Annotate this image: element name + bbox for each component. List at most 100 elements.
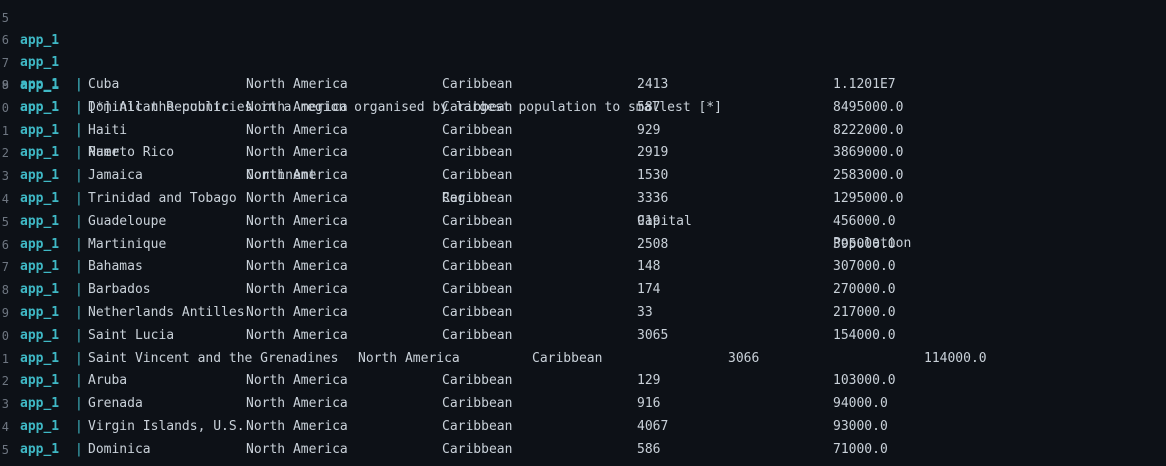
cell-name: Cuba bbox=[88, 77, 120, 92]
cell-capital: 148 bbox=[637, 259, 661, 275]
cell-region: Caribbean bbox=[442, 191, 513, 206]
line-number: 6 bbox=[1, 237, 9, 252]
cell-name: Dominica bbox=[88, 441, 151, 457]
table-row: 3 app_1 | Jamaica North America Caribbean 1530… bbox=[0, 165, 1166, 188]
cell-population: 103000.0 bbox=[833, 373, 896, 389]
service-label: app_1 bbox=[20, 396, 60, 412]
cell-capital: 916 bbox=[637, 396, 661, 412]
separator: | bbox=[75, 99, 83, 115]
service-label: app_1 bbox=[20, 77, 60, 92]
line-number: 6 bbox=[1, 32, 9, 47]
line-number: 3 bbox=[1, 397, 9, 412]
cell-continent: North America bbox=[246, 282, 348, 298]
cell-population: 217000.0 bbox=[833, 305, 896, 320]
line-number: 8 bbox=[1, 283, 9, 298]
header-message: [*] All the countries in a region organi… bbox=[88, 100, 722, 116]
service-label: app_1 bbox=[20, 259, 60, 275]
service-label: app_1 bbox=[20, 373, 60, 389]
cell-continent: North America bbox=[246, 327, 348, 343]
cell-capital: 1530 bbox=[637, 168, 669, 184]
cell-capital: 4067 bbox=[637, 419, 669, 434]
separator: | bbox=[75, 122, 83, 138]
table-row: 1 app_1 | Haiti North America Caribbean 929 822… bbox=[0, 120, 1166, 143]
line-number: 2 bbox=[1, 146, 9, 161]
cell-population: 8495000.0 bbox=[833, 99, 904, 115]
service-label: app_1 bbox=[20, 305, 60, 320]
service-label: app_1 bbox=[20, 77, 60, 93]
cell-name: Saint Lucia bbox=[88, 327, 175, 343]
cell-capital: 929 bbox=[637, 122, 661, 138]
cell-region: Caribbean bbox=[442, 441, 513, 457]
line-number: 5 bbox=[1, 442, 9, 457]
separator: | bbox=[75, 419, 83, 434]
table-row: 4 app_1 | Trinidad and Tobago North America C… bbox=[0, 188, 1166, 211]
table-row: 2 app_1 | Puerto Rico North America Caribbean… bbox=[0, 142, 1166, 165]
service-label: app_1 bbox=[20, 282, 60, 298]
service-label: app_1 bbox=[20, 441, 60, 457]
service-label: app_1 bbox=[20, 99, 60, 115]
cell-population: 395000.0 bbox=[833, 236, 896, 252]
cell-region: Caribbean bbox=[442, 259, 513, 275]
cell-continent: North America bbox=[246, 419, 348, 434]
cell-name: Aruba bbox=[88, 373, 128, 389]
cell-region: Caribbean bbox=[442, 145, 513, 161]
cell-name: Dominican Republic bbox=[88, 99, 229, 115]
cell-region: Caribbean bbox=[442, 122, 513, 138]
cell-region: Caribbean bbox=[442, 373, 513, 389]
separator: | bbox=[75, 327, 83, 343]
cell-name: Martinique bbox=[88, 236, 167, 252]
cell-continent: North America bbox=[246, 191, 348, 206]
cell-capital: 919 bbox=[637, 213, 661, 229]
cell-capital: 3066 bbox=[728, 350, 760, 366]
separator: | bbox=[75, 213, 83, 229]
cell-continent: North America bbox=[358, 350, 460, 366]
log-line-blank: 7 app_1 | bbox=[0, 29, 1166, 116]
separator: | bbox=[75, 282, 83, 298]
cell-region: Caribbean bbox=[442, 236, 513, 252]
service-label: app_1 bbox=[20, 99, 60, 115]
separator: | bbox=[75, 122, 83, 138]
cell-population: 93000.0 bbox=[833, 419, 888, 434]
separator: | bbox=[75, 236, 83, 252]
column-header-population: Population bbox=[833, 236, 912, 252]
cell-region: Caribbean bbox=[442, 396, 513, 412]
line-number: 3 bbox=[1, 169, 9, 184]
cell-population: 307000.0 bbox=[833, 259, 896, 275]
table-row: 5 app_1 | Dominica North America Caribbean 586… bbox=[0, 439, 1166, 462]
cell-name: Haiti bbox=[88, 122, 128, 138]
service-label: app_1 bbox=[20, 191, 60, 206]
cell-continent: North America bbox=[246, 236, 348, 252]
separator: | bbox=[75, 350, 83, 366]
separator: | bbox=[75, 441, 83, 457]
service-label: app_1 bbox=[20, 213, 60, 229]
line-number: 5 bbox=[1, 214, 9, 229]
cell-region: Caribbean bbox=[442, 168, 513, 184]
service-label: app_1 bbox=[20, 32, 60, 48]
separator: | bbox=[75, 77, 83, 92]
table-row: 0 app_1 | Saint Lucia North America Caribbean… bbox=[0, 325, 1166, 348]
line-number: 5 bbox=[1, 10, 9, 25]
line-number: 9 bbox=[1, 78, 9, 92]
cell-capital: 3065 bbox=[637, 327, 669, 343]
cell-continent: North America bbox=[246, 213, 348, 229]
log-line-columns: 8 app_1 | Name Continent Region Capital … bbox=[0, 51, 1166, 252]
cell-region: Caribbean bbox=[442, 99, 513, 115]
cell-population: 154000.0 bbox=[833, 327, 896, 343]
cell-name: Grenada bbox=[88, 396, 143, 412]
separator: | bbox=[75, 373, 83, 389]
cell-continent: North America bbox=[246, 168, 348, 184]
cell-continent: North America bbox=[246, 441, 348, 457]
cell-name: Guadeloupe bbox=[88, 213, 167, 229]
separator: | bbox=[75, 259, 83, 275]
line-number: 4 bbox=[1, 420, 9, 434]
table-row: 7 app_1 | Bahamas North America Caribbean 148 3… bbox=[0, 256, 1166, 279]
cell-population: 1295000.0 bbox=[833, 191, 904, 206]
cell-population: 3869000.0 bbox=[833, 145, 904, 161]
line-number: 7 bbox=[1, 55, 9, 70]
line-number: 0 bbox=[1, 328, 9, 343]
cell-population: 94000.0 bbox=[833, 396, 888, 412]
cell-region: Caribbean bbox=[442, 282, 513, 298]
cell-region: Caribbean bbox=[442, 305, 513, 320]
cell-capital: 33 bbox=[637, 305, 653, 320]
